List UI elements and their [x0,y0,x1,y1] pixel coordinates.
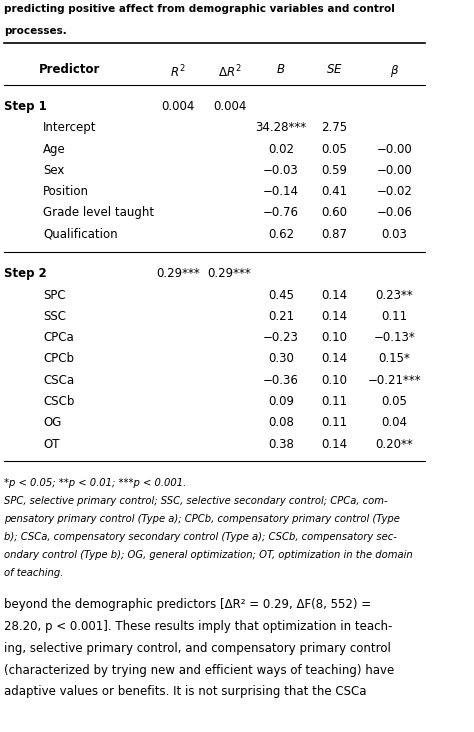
Text: 0.09: 0.09 [268,395,294,408]
Text: $SE$: $SE$ [326,64,343,76]
Text: 0.10: 0.10 [321,331,347,344]
Text: 0.02: 0.02 [268,143,294,156]
Text: 0.41: 0.41 [321,185,347,198]
Text: *p < 0.05; **p < 0.01; ***p < 0.001.: *p < 0.05; **p < 0.01; ***p < 0.001. [4,478,187,488]
Text: SSC: SSC [43,310,66,323]
Text: −0.02: −0.02 [377,185,412,198]
Text: CPCb: CPCb [43,353,74,365]
Text: pensatory primary control (Type a); CPCb, compensatory primary control (Type: pensatory primary control (Type a); CPCb… [4,514,400,524]
Text: 2.75: 2.75 [321,122,347,134]
Text: Age: Age [43,143,65,156]
Text: Intercept: Intercept [43,122,96,134]
Text: 0.10: 0.10 [321,374,347,386]
Text: 0.29***: 0.29*** [208,267,251,280]
Text: 0.23**: 0.23** [376,288,413,302]
Text: SPC: SPC [43,288,65,302]
Text: Predictor: Predictor [38,64,100,76]
Text: Step 2: Step 2 [4,267,47,280]
Text: −0.03: −0.03 [263,164,299,177]
Text: 0.45: 0.45 [268,288,294,302]
Text: ondary control (Type b); OG, general optimization; OT, optimization in the domai: ondary control (Type b); OG, general opt… [4,550,413,560]
Text: 28.20, p < 0.001]. These results imply that optimization in teach-: 28.20, p < 0.001]. These results imply t… [4,620,392,633]
Text: b); CSCa, compensatory secondary control (Type a); CSCb, compensatory sec-: b); CSCa, compensatory secondary control… [4,532,397,542]
Text: −0.36: −0.36 [263,374,299,386]
Text: 0.14: 0.14 [321,288,347,302]
Text: (characterized by trying new and efficient ways of teaching) have: (characterized by trying new and efficie… [4,664,394,676]
Text: 0.29***: 0.29*** [156,267,200,280]
Text: 34.28***: 34.28*** [255,122,307,134]
Text: 0.11: 0.11 [321,395,347,408]
Text: Sex: Sex [43,164,64,177]
Text: $R^2$: $R^2$ [170,64,186,80]
Text: −0.14: −0.14 [263,185,299,198]
Text: Step 1: Step 1 [4,100,47,113]
Text: 0.14: 0.14 [321,438,347,450]
Text: $\Delta R^2$: $\Delta R^2$ [218,64,241,80]
Text: CSCa: CSCa [43,374,74,386]
Text: 0.20**: 0.20** [376,438,413,450]
Text: 0.60: 0.60 [321,206,347,220]
Text: 0.87: 0.87 [321,228,347,241]
Text: −0.21***: −0.21*** [368,374,421,386]
Text: Grade level taught: Grade level taught [43,206,154,220]
Text: 0.15*: 0.15* [379,353,410,365]
Text: −0.76: −0.76 [263,206,299,220]
Text: −0.23: −0.23 [263,331,299,344]
Text: 0.21: 0.21 [268,310,294,323]
Text: 0.03: 0.03 [382,228,408,241]
Text: 0.59: 0.59 [321,164,347,177]
Text: 0.38: 0.38 [268,438,294,450]
Text: 0.14: 0.14 [321,353,347,365]
Text: −0.00: −0.00 [377,143,412,156]
Text: 0.62: 0.62 [268,228,294,241]
Text: of teaching.: of teaching. [4,568,64,578]
Text: 0.08: 0.08 [268,417,294,429]
Text: 0.05: 0.05 [322,143,347,156]
Text: Position: Position [43,185,89,198]
Text: OT: OT [43,438,59,450]
Text: 0.14: 0.14 [321,310,347,323]
Text: beyond the demographic predictors [ΔR² = 0.29, ΔF(8, 552) =: beyond the demographic predictors [ΔR² =… [4,598,372,611]
Text: 0.11: 0.11 [321,417,347,429]
Text: ing, selective primary control, and compensatory primary control: ing, selective primary control, and comp… [4,642,391,655]
Text: processes.: processes. [4,26,67,36]
Text: 0.004: 0.004 [213,100,246,113]
Text: predicting positive affect from demographic variables and control: predicting positive affect from demograp… [4,4,395,14]
Text: CSCb: CSCb [43,395,74,408]
Text: OG: OG [43,417,61,429]
Text: −0.13*: −0.13* [374,331,416,344]
Text: −0.00: −0.00 [377,164,412,177]
Text: 0.04: 0.04 [382,417,408,429]
Text: −0.06: −0.06 [377,206,412,220]
Text: adaptive values or benefits. It is not surprising that the CSCa: adaptive values or benefits. It is not s… [4,685,367,698]
Text: 0.30: 0.30 [268,353,294,365]
Text: $\beta$: $\beta$ [390,64,399,79]
Text: Qualification: Qualification [43,228,118,241]
Text: $B$: $B$ [276,64,286,76]
Text: 0.05: 0.05 [382,395,408,408]
Text: 0.11: 0.11 [382,310,408,323]
Text: 0.004: 0.004 [161,100,195,113]
Text: CPCa: CPCa [43,331,73,344]
Text: SPC, selective primary control; SSC, selective secondary control; CPCa, com-: SPC, selective primary control; SSC, sel… [4,496,388,506]
